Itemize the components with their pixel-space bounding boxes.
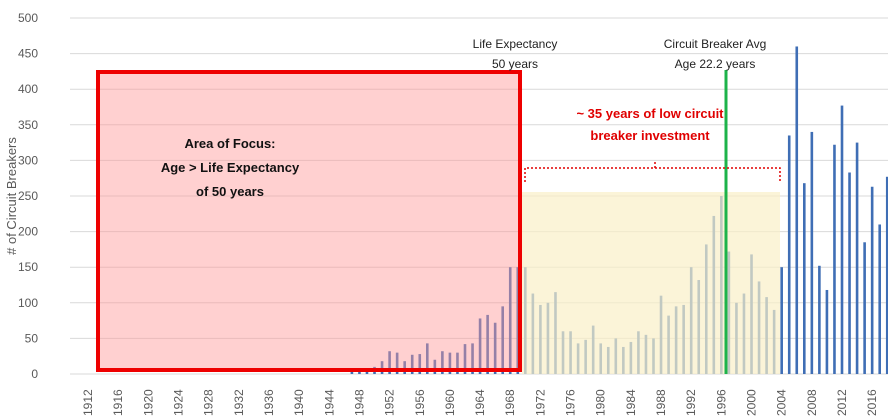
y-tick-label: 400 <box>18 82 38 96</box>
bar <box>501 306 504 374</box>
bar <box>833 144 836 374</box>
bar <box>456 352 459 374</box>
x-tick-label: 1996 <box>714 389 728 416</box>
bar <box>448 352 452 374</box>
y-axis-label: # of Circuit Breakers <box>4 137 19 255</box>
y-tick-label: 50 <box>25 331 39 345</box>
bar <box>516 267 520 374</box>
low-investment-box <box>522 192 780 374</box>
x-tick-label: 2004 <box>775 389 789 416</box>
bar <box>463 344 467 374</box>
bar <box>878 224 881 374</box>
x-tick-label: 1964 <box>473 389 487 416</box>
x-tick-label: 1920 <box>141 389 155 416</box>
bar <box>493 322 497 374</box>
bar <box>840 105 844 375</box>
y-tick-label: 500 <box>18 11 38 25</box>
life-label: 50 years <box>492 57 538 71</box>
bracket <box>524 160 781 182</box>
x-tick-label: 1912 <box>81 389 95 416</box>
x-tick-label: 1968 <box>503 389 517 416</box>
x-tick-label: 1980 <box>594 389 608 416</box>
y-tick-label: 200 <box>18 225 38 239</box>
bar <box>478 318 482 374</box>
bar <box>395 352 399 374</box>
y-tick-label: 300 <box>18 153 38 167</box>
bar <box>855 142 859 374</box>
bar <box>863 242 866 374</box>
x-tick-label: 1928 <box>202 389 216 416</box>
x-tick-label: 1988 <box>654 389 668 416</box>
bar <box>426 343 429 374</box>
focus-label: Area of Focus: <box>184 136 275 151</box>
y-tick-label: 100 <box>18 296 38 310</box>
focus-label: Age > Life Expectancy <box>161 160 300 175</box>
bar <box>848 172 851 374</box>
x-tick-label: 1960 <box>443 389 457 416</box>
y-tick-label: 450 <box>18 47 38 61</box>
bar <box>803 183 806 374</box>
x-tick-label: 1924 <box>171 389 185 416</box>
bar <box>471 343 474 374</box>
bar <box>486 314 489 374</box>
bar <box>418 354 422 374</box>
bar <box>380 361 384 374</box>
y-tick-label: 350 <box>18 118 38 132</box>
x-tick-label: 1992 <box>684 389 698 416</box>
bar <box>508 267 512 374</box>
bar <box>818 265 821 374</box>
x-tick-label: 2008 <box>805 389 819 416</box>
focus-label: of 50 years <box>196 184 264 199</box>
x-tick-label: 1984 <box>624 389 638 416</box>
focus-box <box>96 70 522 372</box>
x-tick-label: 1944 <box>322 389 336 416</box>
x-tick-label: 1952 <box>383 389 397 416</box>
bar <box>787 135 791 374</box>
x-tick-label: 1948 <box>352 389 366 416</box>
y-tick-label: 250 <box>18 189 38 203</box>
bar <box>433 359 437 374</box>
avg-label: Circuit Breaker Avg <box>664 37 767 51</box>
x-tick-label: 2012 <box>835 389 849 416</box>
bar <box>350 370 354 374</box>
bar <box>870 186 874 374</box>
x-tick-label: 1956 <box>413 389 427 416</box>
bar <box>780 267 783 374</box>
bar <box>403 361 406 374</box>
x-tick-label: 1972 <box>533 389 547 416</box>
y-tick-label: 150 <box>18 260 38 274</box>
x-tick-label: 2016 <box>865 389 879 416</box>
life-label: Life Expectancy <box>473 37 558 51</box>
x-tick-label: 1916 <box>111 389 125 416</box>
x-tick-label: 1940 <box>292 389 306 416</box>
x-tick-label: 1936 <box>262 389 276 416</box>
low-label: breaker investment <box>590 128 710 143</box>
bar <box>388 351 391 374</box>
bar <box>810 131 814 374</box>
bar <box>410 354 414 374</box>
bar <box>825 289 829 374</box>
x-tick-label: 1976 <box>564 389 578 416</box>
low-label: ~ 35 years of low circuit <box>576 106 724 121</box>
avg-label: Age 22.2 years <box>675 57 756 71</box>
bar <box>885 176 888 374</box>
y-tick-label: 0 <box>31 367 38 381</box>
bar <box>441 351 444 374</box>
x-tick-label: 1932 <box>232 389 246 416</box>
bar <box>795 46 799 374</box>
x-tick-label: 2000 <box>745 389 759 416</box>
